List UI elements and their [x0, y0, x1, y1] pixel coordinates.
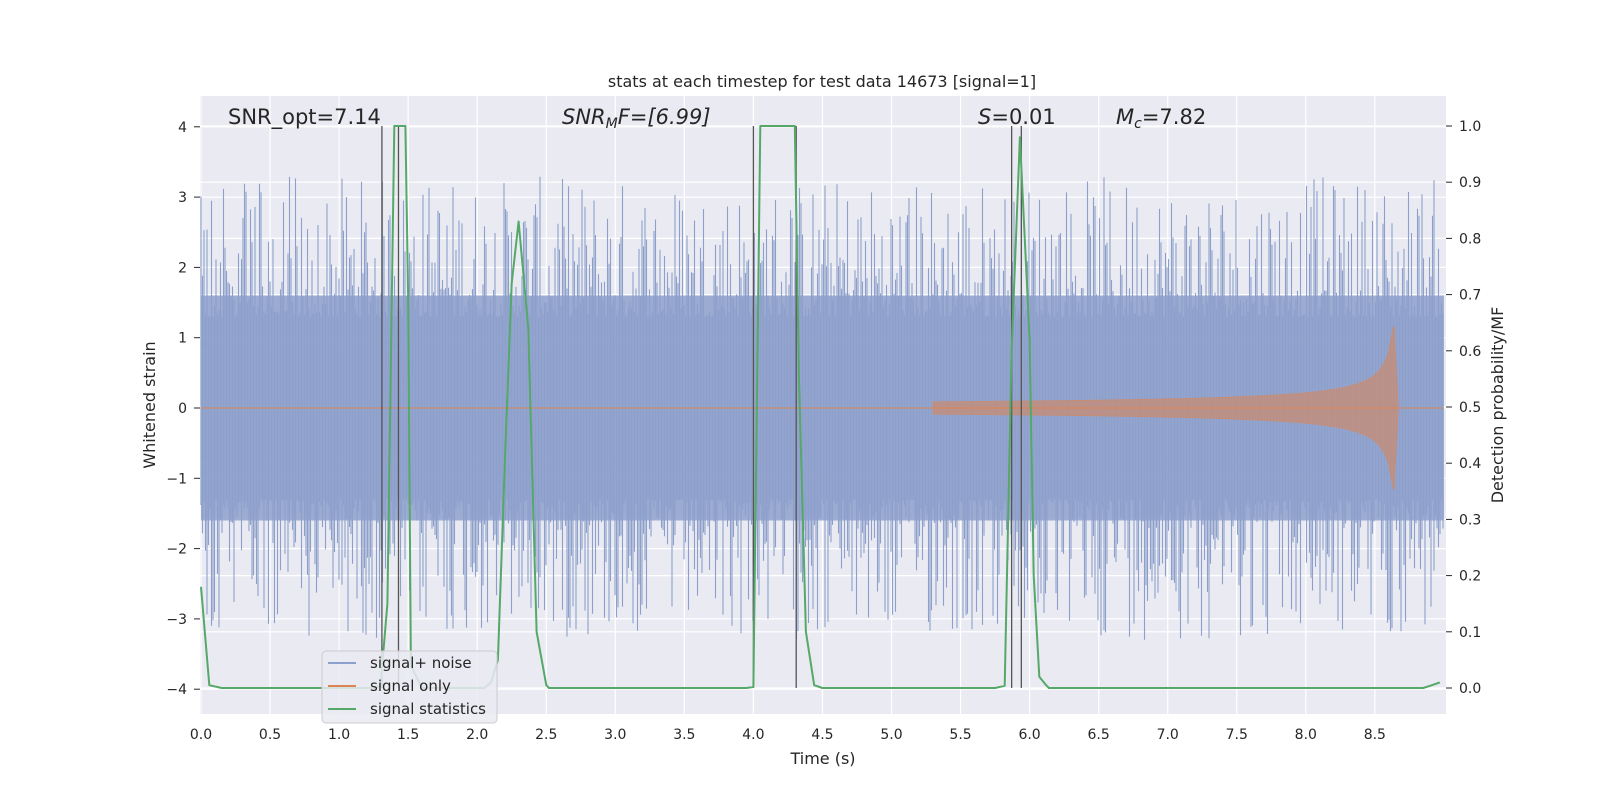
x-tick-label: 7.5: [1226, 727, 1248, 743]
y-tick-label: 0: [178, 401, 187, 417]
y2-tick-label: 0.9: [1459, 175, 1481, 191]
legend-label-noise: signal+ noise: [370, 654, 472, 672]
signal-only-series: [932, 326, 1399, 490]
annotations: SNR_opt=7.14 SNRMF=[6.99] S=0.01 Mc=7.82: [228, 105, 1206, 132]
legend-box: [321, 650, 498, 724]
x-tick-label: 8.0: [1295, 727, 1317, 743]
x-tick-label: 6.0: [1018, 727, 1040, 743]
x-tick-label: 0.5: [259, 727, 281, 743]
y-axis-label: Whitened strain: [140, 341, 159, 468]
y-tick-label: −1: [166, 471, 187, 487]
x-tick-label: 1.5: [397, 727, 419, 743]
annotation-snr-mf-base: SNR: [562, 105, 606, 129]
annotation-s-value: =0.01: [991, 105, 1055, 129]
x-tick-label: 2.5: [535, 727, 557, 743]
chirp-envelope: [932, 326, 1399, 490]
x-axis-ticks: 0.0 0.5 1.0 1.5 2.0 2.5 3.0 3.5 4.0 4.5 5.0 5.5 6.0 6…: [190, 727, 1386, 743]
x-tick-label: 5.0: [880, 727, 902, 743]
annotation-mc: Mc=7.82: [1116, 105, 1206, 132]
y2-axis-label: Detection probability/MF: [1488, 307, 1507, 504]
legend: signal+ noise signal only signal statist…: [321, 650, 498, 724]
annotation-mc-value: =7.82: [1142, 105, 1206, 129]
chart-title: stats at each timestep for test data 146…: [608, 72, 1036, 91]
y-tick-label: 3: [178, 190, 187, 206]
x-tick-label: 3.5: [673, 727, 695, 743]
annotation-snr-opt: SNR_opt=7.14: [228, 105, 381, 130]
x-tick-label: 2.0: [466, 727, 488, 743]
y-axis-ticks: −4 −3 −2 −1 0 1 2 3 4: [166, 120, 200, 698]
y-tick-label: −3: [166, 612, 187, 628]
x-tick-label: 3.0: [604, 727, 626, 743]
y2-tick-label: 0.7: [1459, 288, 1481, 304]
x-tick-label: 0.0: [190, 727, 212, 743]
statistics-line: [200, 125, 1441, 689]
annotation-s: S=0.01: [978, 105, 1056, 129]
y2-tick-label: 0.1: [1459, 625, 1481, 641]
x-tick-label: 1.0: [328, 727, 350, 743]
annotation-s-symbol: S: [978, 105, 991, 129]
y-tick-label: 2: [178, 260, 187, 276]
y2-tick-label: 0.3: [1459, 512, 1481, 528]
signal-statistics-series: [200, 125, 1441, 689]
y2-tick-label: 0.6: [1459, 344, 1481, 360]
x-tick-label: 6.5: [1088, 727, 1110, 743]
x-tick-label: 8.5: [1364, 727, 1386, 743]
x-tick-label: 7.0: [1157, 727, 1179, 743]
annotation-snr-mf-sub: M: [606, 116, 618, 132]
x-tick-label: 5.5: [949, 727, 971, 743]
y2-tick-label: 0.8: [1459, 231, 1481, 247]
legend-label-stats: signal statistics: [370, 700, 486, 718]
y2-tick-label: 0.0: [1459, 681, 1481, 697]
legend-label-signal: signal only: [370, 677, 451, 695]
y2-tick-label: 0.4: [1459, 456, 1481, 472]
annotation-mc-sub: c: [1134, 116, 1142, 132]
y2-tick-label: 0.5: [1459, 400, 1481, 416]
x-tick-label: 4.5: [811, 727, 833, 743]
annotation-snr-mf-rest: F=[6.99]: [618, 105, 711, 129]
x-axis-label: Time (s): [789, 749, 855, 768]
y-tick-label: 1: [178, 331, 187, 347]
y2-axis-ticks: 0.0 0.1 0.2 0.3 0.4 0.5 0.6 0.7 0.8 0.9 1.0: [1446, 119, 1481, 697]
annotation-mc-symbol: M: [1116, 105, 1134, 129]
y-tick-label: 4: [178, 120, 187, 136]
y-tick-label: −2: [166, 542, 187, 558]
plot-area: [200, 96, 1446, 714]
annotation-snr-mf: SNRMF=[6.99]: [562, 105, 711, 132]
y2-tick-label: 1.0: [1459, 119, 1481, 135]
x-tick-label: 4.0: [742, 727, 764, 743]
y-tick-label: −4: [166, 682, 187, 698]
y2-tick-label: 0.2: [1459, 569, 1481, 585]
